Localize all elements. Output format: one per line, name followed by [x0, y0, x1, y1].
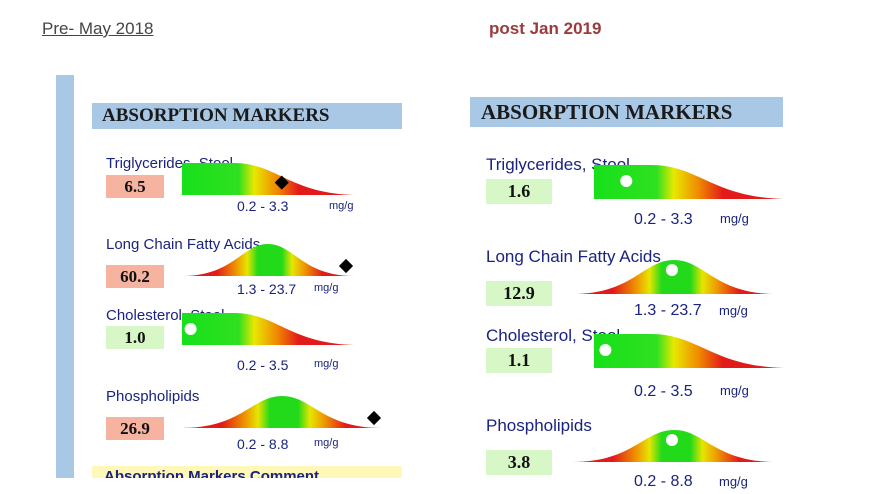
distribution-curve	[594, 165, 784, 199]
distribution-curve	[572, 430, 776, 462]
reference-range: 0.2 - 8.8	[237, 436, 289, 452]
caption-before: Pre- May 2018	[42, 19, 154, 38]
reference-range: 1.3 - 23.7	[634, 302, 702, 319]
unit-label: mg/g	[314, 282, 339, 294]
distribution-curve	[182, 313, 354, 345]
report-panel-after: ABSORPTION MARKERS Triglycerides, Stool …	[470, 97, 790, 494]
reference-range: 1.3 - 23.7	[237, 281, 297, 297]
marker-value: 60.2	[106, 265, 164, 288]
distribution-curve	[182, 163, 354, 195]
distribution-curve	[182, 396, 382, 428]
distribution-curve	[594, 334, 784, 368]
report-sidebar	[56, 75, 74, 478]
curve-shape	[182, 163, 354, 195]
marker-name: Triglycerides, Stool	[486, 155, 630, 174]
curve-shape	[182, 313, 354, 345]
result-circle-icon	[620, 175, 633, 187]
reference-range: 0.2 - 3.5	[634, 383, 693, 400]
curve-shape	[572, 430, 776, 462]
marker-name: Cholesterol, Stool	[486, 326, 621, 345]
unit-label: mg/g	[719, 474, 748, 489]
marker-value: 3.8	[486, 450, 552, 475]
marker-value: 1.6	[486, 179, 552, 204]
curve-shape	[572, 260, 776, 294]
reference-range: 0.2 - 3.3	[237, 198, 289, 214]
unit-label: mg/g	[314, 358, 339, 370]
marker-value: 12.9	[486, 281, 552, 306]
reference-range: 0.2 - 3.3	[634, 211, 693, 228]
curve-shape	[594, 334, 784, 368]
marker-name: Long Chain Fatty Acids	[486, 247, 661, 266]
marker-value: 1.1	[486, 348, 552, 373]
curve-shape	[182, 244, 354, 276]
curve-shape	[594, 165, 784, 199]
marker-name: Long Chain Fatty Acids	[106, 236, 261, 253]
marker-name: Phospholipids	[106, 388, 200, 405]
reference-range: 0.2 - 3.5	[237, 357, 289, 373]
marker-value: 26.9	[106, 417, 164, 440]
unit-label: mg/g	[720, 211, 749, 226]
marker-value: 6.5	[106, 175, 164, 198]
unit-label: mg/g	[719, 303, 748, 318]
unit-label: mg/g	[314, 437, 339, 449]
curve-shape	[182, 396, 382, 428]
comment-section: Absorption Markers Comment	[92, 466, 402, 478]
section-header: ABSORPTION MARKERS	[470, 97, 783, 127]
report-panel-before: ABSORPTION MARKERS Triglycerides, Stool …	[56, 75, 416, 478]
distribution-curve	[572, 260, 776, 294]
marker-value: 1.0	[106, 326, 164, 349]
result-circle-icon	[665, 434, 678, 446]
result-circle-icon	[665, 264, 678, 276]
result-diamond-icon	[338, 258, 354, 274]
unit-label: mg/g	[329, 200, 354, 212]
caption-after: post Jan 2019	[489, 19, 602, 38]
result-circle-icon	[599, 344, 612, 356]
comment-heading: Absorption Markers Comment	[104, 468, 320, 478]
distribution-curve	[182, 244, 354, 276]
reference-range: 0.2 - 8.8	[634, 473, 693, 490]
marker-name: Phospholipids	[486, 416, 592, 435]
section-header: ABSORPTION MARKERS	[92, 103, 402, 129]
result-circle-icon	[184, 323, 197, 335]
unit-label: mg/g	[720, 383, 749, 398]
result-diamond-icon	[366, 410, 382, 426]
